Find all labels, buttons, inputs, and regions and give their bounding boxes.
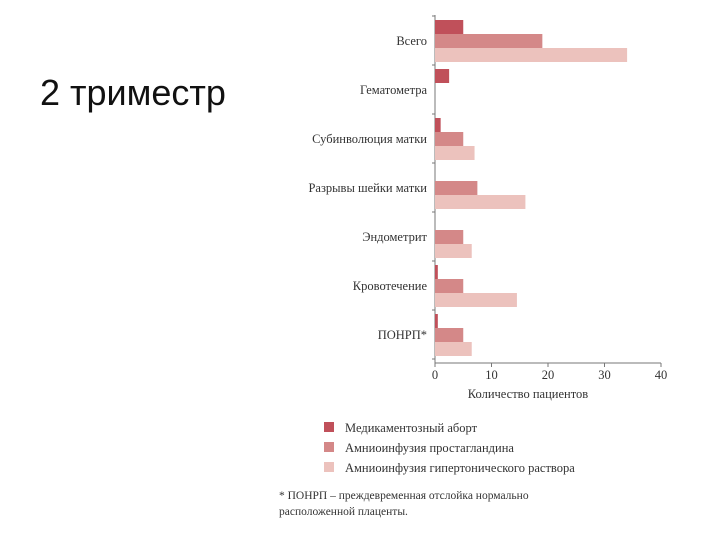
legend-swatch bbox=[324, 422, 334, 432]
legend-swatch bbox=[324, 442, 334, 452]
category-label: Гематометра bbox=[360, 83, 428, 97]
bar bbox=[435, 328, 464, 342]
category-label: Всего bbox=[396, 34, 427, 48]
category-label: Разрывы шейки матки bbox=[308, 181, 427, 195]
bar bbox=[435, 146, 475, 160]
legend-swatch bbox=[324, 462, 334, 472]
x-axis-label: Количество пациентов bbox=[468, 387, 588, 401]
slide-title: 2 триместр bbox=[40, 72, 226, 113]
bar bbox=[435, 118, 441, 132]
legend-entry: Медикаментозный аборт bbox=[345, 421, 478, 435]
bar bbox=[435, 244, 472, 258]
category-label: Субинволюция матки bbox=[312, 132, 427, 146]
bar bbox=[435, 69, 450, 83]
bar bbox=[435, 48, 628, 62]
bar bbox=[435, 20, 464, 34]
x-tick-label: 40 bbox=[655, 368, 668, 382]
category-label: Кровотечение bbox=[353, 279, 428, 293]
bar bbox=[435, 279, 464, 293]
x-tick-label: 10 bbox=[485, 368, 498, 382]
bar bbox=[435, 181, 478, 195]
legend-entry: Амниоинфузия простагландина bbox=[345, 441, 514, 455]
x-tick-label: 30 bbox=[598, 368, 611, 382]
bar bbox=[435, 230, 464, 244]
chart-footnote: * ПОНРП – преждевременная отслойка норма… bbox=[279, 490, 529, 518]
bar bbox=[435, 195, 526, 209]
bar bbox=[435, 265, 438, 279]
x-tick-label: 0 bbox=[432, 368, 438, 382]
legend-entry: Амниоинфузия гипертонического раствора bbox=[345, 461, 575, 475]
category-label: Эндометрит bbox=[362, 230, 427, 244]
x-tick-label: 20 bbox=[542, 368, 555, 382]
bar bbox=[435, 132, 464, 146]
bar bbox=[435, 342, 472, 356]
category-label: ПОНРП* bbox=[378, 328, 427, 342]
bar bbox=[435, 314, 438, 328]
bar bbox=[435, 34, 543, 48]
bar bbox=[435, 293, 517, 307]
